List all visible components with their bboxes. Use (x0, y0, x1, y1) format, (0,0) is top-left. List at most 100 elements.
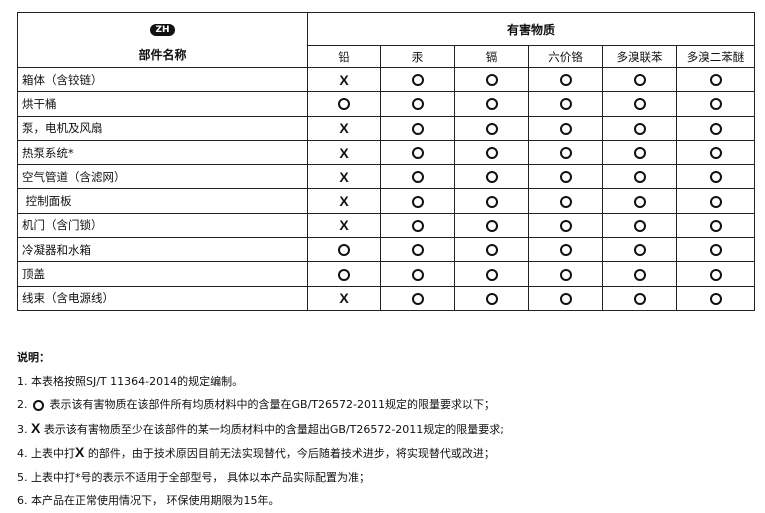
part-name: 顶盖 (17, 261, 308, 287)
x-mark-cell: X (307, 285, 381, 311)
circle-cell (454, 261, 529, 287)
circle-icon (633, 122, 646, 135)
part-name: 线束（含电源线） (17, 285, 308, 311)
circle-cell (454, 66, 529, 93)
circle-cell (454, 91, 529, 117)
circle-icon (709, 147, 722, 160)
circle-icon (485, 147, 498, 160)
circle-icon (709, 268, 722, 281)
circle-icon (709, 74, 722, 87)
substance-header: 镉 (454, 45, 529, 68)
circle-icon (559, 219, 572, 232)
table-row: 泵，电机及风扇 X (17, 115, 756, 141)
circle-cell (602, 164, 677, 190)
circle-icon (485, 122, 498, 135)
x-mark-icon: X (339, 144, 349, 161)
circle-icon (709, 171, 722, 184)
circle-icon (485, 171, 498, 184)
note-4: 4. 上表中打X 的部件，由于技术原因目前无法实现替代，今后随着技术进步，将实现… (17, 441, 504, 466)
x-mark-cell: X (307, 164, 381, 190)
circle-cell (307, 91, 381, 117)
x-mark-icon: X (339, 120, 349, 137)
x-mark-cell: X (307, 115, 381, 141)
x-mark-cell: X (307, 212, 381, 239)
circle-cell (675, 285, 756, 311)
circle-cell (380, 139, 455, 166)
circle-icon (559, 244, 572, 257)
circle-icon (559, 268, 572, 281)
circle-icon (411, 171, 424, 184)
x-mark-icon: X (339, 217, 349, 234)
circle-cell (675, 115, 756, 141)
circle-cell (528, 237, 603, 263)
circle-cell (454, 188, 529, 214)
note-2-number: 2. (17, 398, 31, 411)
part-name: 热泵系统* (17, 139, 308, 166)
circle-icon (485, 74, 498, 87)
note-6: 6. 本产品在正常使用情况下， 环保使用期限为15年。 (17, 494, 280, 507)
circle-icon (485, 98, 498, 111)
hazardous-substances-table: ZH 部件名称 有害物质 铅汞镉六价铬 多溴联苯 多溴二苯醚 箱体（含铰链） X 烘干桶… (17, 12, 756, 311)
circle-icon (709, 122, 722, 135)
circle-icon (485, 268, 498, 281)
circle-icon (709, 292, 722, 305)
circle-cell (602, 66, 677, 93)
circle-icon (559, 147, 572, 160)
circle-cell (380, 285, 455, 311)
circle-icon (338, 244, 350, 257)
circle-cell (602, 91, 677, 117)
circle-cell (675, 66, 756, 93)
circle-cell (602, 188, 677, 214)
circle-cell (528, 115, 603, 141)
circle-icon (411, 122, 424, 135)
circle-cell (602, 212, 677, 239)
circle-icon (485, 219, 498, 232)
notes: 说明： 1. 本表格按照SJ/T 11364-2014的规定编制。 2. 表示该… (17, 346, 504, 513)
circle-icon (411, 219, 424, 232)
circle-cell (675, 164, 756, 190)
note-1: 1. 本表格按照SJ/T 11364-2014的规定编制。 (17, 374, 244, 388)
circle-cell (528, 188, 603, 214)
circle-icon (709, 244, 722, 257)
x-mark-icon: X (339, 71, 349, 88)
note-4-prefix: 4. 上表中打 (17, 447, 75, 460)
part-name: 空气管道（含滤网） (17, 164, 308, 190)
circle-cell (675, 261, 756, 287)
x-mark-icon: X (339, 290, 349, 307)
circle-cell (307, 261, 381, 287)
circle-cell (454, 237, 529, 263)
circle-cell (380, 91, 455, 117)
substance-header: 多溴联苯 (602, 45, 677, 68)
part-name-label: 部件名称 (138, 48, 187, 62)
x-mark-icon: X (75, 444, 85, 460)
part-name: 泵，电机及风扇 (17, 115, 308, 141)
circle-icon (633, 171, 646, 184)
circle-cell (380, 115, 455, 141)
substance-header: 六价铬 (528, 45, 603, 68)
circle-icon (709, 219, 722, 232)
table-row: 空气管道（含滤网） X (17, 164, 756, 190)
circle-icon (559, 195, 572, 208)
circle-cell (454, 164, 529, 190)
circle-icon (411, 74, 424, 87)
x-mark-cell: X (307, 188, 381, 214)
x-mark-cell: X (307, 66, 381, 93)
circle-icon (633, 219, 646, 232)
circle-cell (602, 115, 677, 141)
circle-cell (454, 212, 529, 239)
circle-cell (454, 115, 529, 141)
circle-cell (675, 139, 756, 166)
circle-cell (380, 212, 455, 239)
note-5: 5. 上表中打*号的表示不适用于全部型号， 具体以本产品实际配置为准； (17, 470, 370, 484)
part-name: 控制面板 (17, 188, 308, 214)
circle-cell (528, 91, 603, 117)
circle-icon (411, 292, 424, 305)
substance-header: 汞 (380, 45, 455, 68)
notes-title: 说明： (17, 351, 50, 364)
x-mark-cell: X (307, 139, 381, 166)
table-row: 顶盖 (17, 261, 756, 287)
circle-cell (454, 139, 529, 166)
circle-cell (528, 285, 603, 311)
circle-icon (633, 147, 646, 160)
circle-icon (633, 244, 646, 257)
